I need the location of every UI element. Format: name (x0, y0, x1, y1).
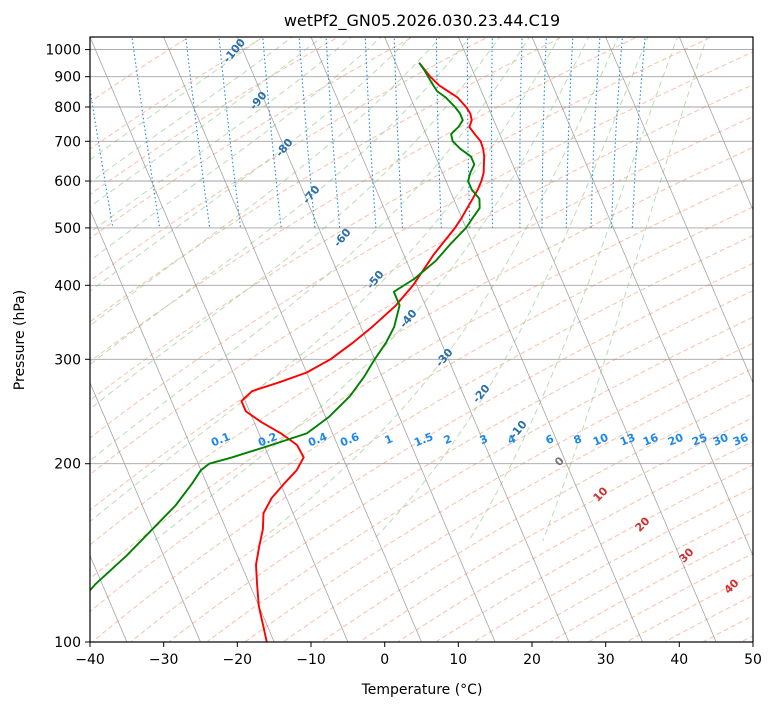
mixing-ratio-label: 36 (731, 431, 750, 449)
temperature-profile-line (240, 62, 486, 642)
dry-adiabat-line (90, 51, 753, 439)
isotherm-line (678, 37, 753, 211)
y-tick-label: 800 (54, 100, 81, 116)
y-axis-label: Pressure (hPa) (12, 290, 28, 390)
y-tick-label: 100 (54, 635, 81, 651)
isotherm-line (605, 37, 753, 384)
x-tick-label: 0 (380, 652, 389, 668)
dry-adiabat-line (472, 486, 753, 642)
dry-adiabat-line (90, 37, 639, 363)
y-tick-label: 1000 (45, 43, 81, 59)
x-tick-label: −20 (223, 652, 253, 668)
chart-title: wetPf2_GN05.2026.030.23.44.C19 (284, 11, 560, 31)
mixing-ratio-line (325, 37, 341, 228)
mixing-ratio-line (393, 37, 404, 228)
dry-adiabat-line (90, 206, 753, 613)
x-tick-label: −10 (296, 652, 326, 668)
mixing-ratio-line (435, 37, 442, 228)
dry-adiabat-line (90, 37, 564, 323)
mixing-ratio-label: 25 (690, 431, 709, 449)
dry-adiabat-line (244, 342, 753, 642)
moist-adiabat-line (90, 37, 293, 184)
moist-adiabat-line (90, 37, 501, 410)
x-axis-label: Temperature (°C) (361, 682, 483, 698)
moist-adiabat-line (90, 37, 412, 292)
mixing-ratio-label: 20 (666, 431, 685, 449)
mixing-ratio-label: 1 (383, 432, 395, 447)
dry-adiabat-line (90, 37, 489, 282)
dry-adiabat-line (91, 234, 753, 642)
dry-adiabat-line (167, 290, 753, 642)
x-tick-label: −40 (75, 652, 105, 668)
isotherm-line (163, 37, 422, 642)
x-tick-label: 50 (744, 652, 762, 668)
dry-adiabat-line (90, 37, 713, 401)
mixing-ratio-label: 3 (478, 432, 490, 447)
x-tick-label: 10 (449, 652, 467, 668)
dry-adiabat-line (129, 262, 753, 642)
mixing-ratio-label: 8 (572, 432, 584, 447)
moist-adiabat-line (90, 37, 471, 366)
x-tick-label: 30 (597, 652, 615, 668)
dry-adiabat-line (90, 177, 753, 580)
mixing-ratio-line (298, 37, 316, 228)
dry-adiabat-line (90, 84, 753, 476)
dry-adiabat-line (282, 367, 753, 642)
y-tick-label: 500 (54, 221, 81, 237)
moist-adiabat-line (468, 37, 678, 542)
dry-adiabat-line (90, 115, 753, 511)
x-tick-label: −30 (149, 652, 179, 668)
isotherm-line (531, 37, 753, 557)
mixing-ratio-label: 10 (591, 431, 610, 449)
axes: −40 −30 −20 −10 0 10 20 30 40 50 1000 900 800 700 600 5… (45, 43, 762, 668)
mixing-ratio-line (565, 37, 574, 228)
mixing-ratio-line (364, 37, 377, 228)
dry-adiabat-line (320, 392, 753, 642)
mixing-ratio-line (185, 37, 211, 228)
y-tick-label: 200 (54, 457, 81, 473)
mixing-ratio-label: 16 (641, 431, 660, 449)
mixing-ratio-line (262, 37, 282, 228)
plot-frame (89, 36, 754, 643)
mixing-ratio-line (490, 37, 494, 228)
mixing-ratio-line (590, 37, 601, 228)
isotherm-line (384, 37, 643, 642)
isotherm-line (90, 381, 201, 642)
y-tick-label: 900 (54, 70, 81, 86)
mixing-ratio-line (519, 37, 523, 228)
moist-adiabat-line (90, 37, 353, 234)
y-tick-label: 600 (54, 174, 81, 190)
y-tick-label: 700 (54, 134, 81, 150)
mixing-ratio-label: 30 (711, 431, 730, 449)
mixing-ratio-line (218, 37, 242, 228)
y-tick-label: 400 (54, 278, 81, 294)
x-tick-label: 40 (670, 652, 688, 668)
isotherm-line (457, 37, 717, 642)
isotherm-line (90, 37, 349, 642)
isotherm-line (90, 208, 275, 642)
isotherm-line (236, 37, 496, 642)
isotherm-line (310, 37, 570, 642)
plot-area: -100-90-80-70-60-50-40-30-20-10010203040… (90, 37, 753, 642)
y-tick-label: 300 (54, 352, 81, 368)
moist-adiabat-line (90, 37, 264, 161)
mixing-ratio-line (631, 37, 646, 228)
dry-adiabat-line (511, 509, 753, 642)
moist-adiabat-line (90, 37, 382, 262)
x-tick-label: 20 (523, 652, 541, 668)
mixing-ratio-line (466, 37, 471, 228)
mixing-ratio-label: 2 (442, 432, 454, 447)
dewpoint-profile-line (90, 62, 481, 592)
mixing-ratio-label: 13 (618, 431, 637, 449)
mixing-ratio-line (131, 37, 161, 228)
dry-adiabat-line (434, 464, 753, 642)
mixing-ratio-line (610, 37, 623, 228)
moist-adiabat-line (90, 37, 323, 208)
